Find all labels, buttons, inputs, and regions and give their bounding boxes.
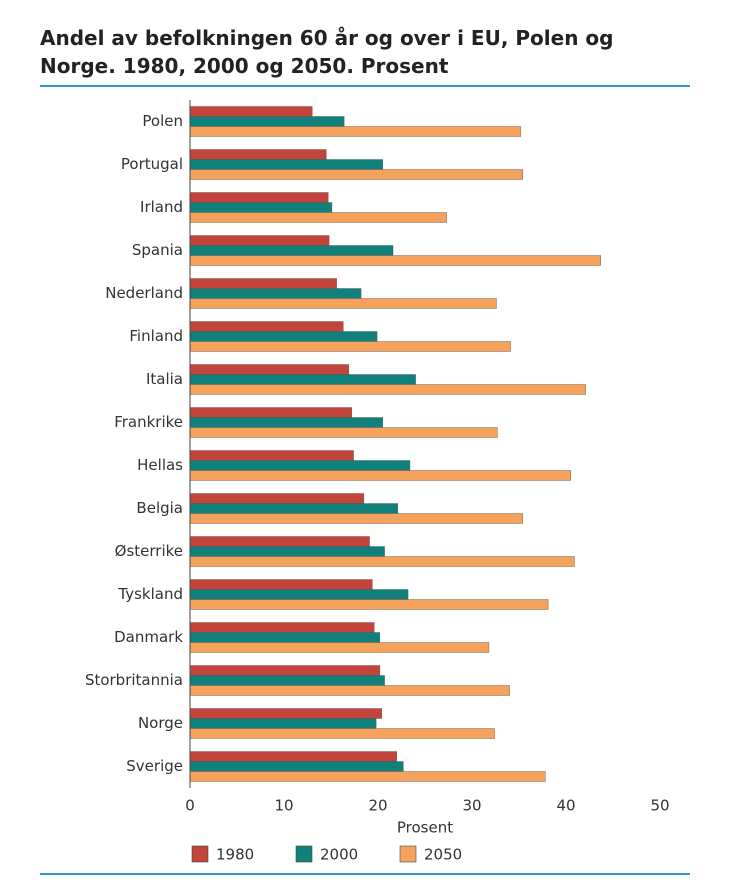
bar — [189, 579, 373, 590]
y-tick-label: Portugal — [121, 155, 183, 173]
bar — [189, 427, 498, 438]
y-tick-label: Hellas — [137, 456, 183, 474]
bar — [189, 450, 354, 461]
bar — [189, 460, 411, 471]
bar — [189, 341, 511, 352]
y-tick-label: Polen — [142, 112, 183, 130]
bar — [189, 718, 377, 729]
bar — [189, 771, 546, 782]
bar — [189, 298, 497, 309]
bar — [189, 245, 394, 256]
bar — [189, 235, 330, 246]
bar — [189, 622, 375, 633]
bar — [189, 728, 495, 739]
bar — [189, 536, 370, 547]
bar — [189, 470, 571, 481]
bar — [189, 192, 329, 203]
bar — [189, 331, 378, 342]
bar — [189, 255, 601, 266]
x-tick-label: 20 — [368, 797, 387, 815]
x-tick-label: 10 — [274, 797, 293, 815]
bar — [189, 599, 549, 610]
bar — [189, 278, 337, 289]
bar — [189, 106, 313, 117]
bar — [189, 417, 383, 428]
bar — [189, 321, 344, 332]
bar — [189, 708, 382, 719]
bar — [189, 159, 383, 170]
legend-label: 2050 — [424, 846, 462, 864]
y-tick-label: Italia — [146, 370, 183, 388]
legend-swatch — [191, 845, 209, 863]
bar — [189, 503, 398, 514]
y-tick-label: Sverige — [126, 757, 183, 775]
bar — [189, 642, 490, 653]
bar — [189, 364, 350, 375]
x-tick-label: 0 — [185, 797, 195, 815]
bar — [189, 761, 404, 772]
bar — [189, 149, 327, 160]
bar — [189, 665, 381, 676]
legend-swatch — [295, 845, 313, 863]
bar — [189, 116, 345, 127]
bar — [189, 675, 385, 686]
bar — [189, 212, 447, 223]
x-axis-label: Prosent — [397, 819, 453, 837]
y-tick-label: Irland — [140, 198, 183, 216]
y-tick-label: Danmark — [114, 628, 183, 646]
bar — [189, 513, 523, 524]
bar — [189, 751, 398, 762]
x-tick-label: 30 — [462, 797, 481, 815]
bar — [189, 493, 365, 504]
bar — [189, 169, 523, 180]
bar — [189, 685, 510, 696]
bar — [189, 589, 409, 600]
y-tick-label: Storbritannia — [85, 671, 183, 689]
chart-title: Andel av befolkningen 60 år og over i EU… — [40, 26, 614, 78]
bar — [189, 288, 362, 299]
y-tick-label: Tyskland — [117, 585, 183, 603]
y-tick-label: Belgia — [136, 499, 183, 517]
bar — [189, 374, 416, 385]
legend-swatch — [399, 845, 417, 863]
bar — [189, 126, 522, 137]
bar — [189, 407, 352, 418]
y-tick-label: Spania — [132, 241, 183, 259]
x-tick-label: 40 — [556, 797, 575, 815]
y-tick-label: Finland — [129, 327, 183, 345]
bar — [189, 556, 575, 567]
bar — [189, 632, 381, 643]
bar — [189, 384, 586, 395]
y-tick-label: Norge — [138, 714, 183, 732]
y-tick-label: Frankrike — [114, 413, 183, 431]
x-tick-label: 50 — [650, 797, 669, 815]
y-tick-label: Nederland — [105, 284, 183, 302]
bar — [189, 546, 385, 557]
legend-label: 1980 — [216, 846, 254, 864]
legend-label: 2000 — [320, 846, 358, 864]
bar — [189, 202, 333, 213]
y-tick-label: Østerrike — [115, 542, 183, 560]
